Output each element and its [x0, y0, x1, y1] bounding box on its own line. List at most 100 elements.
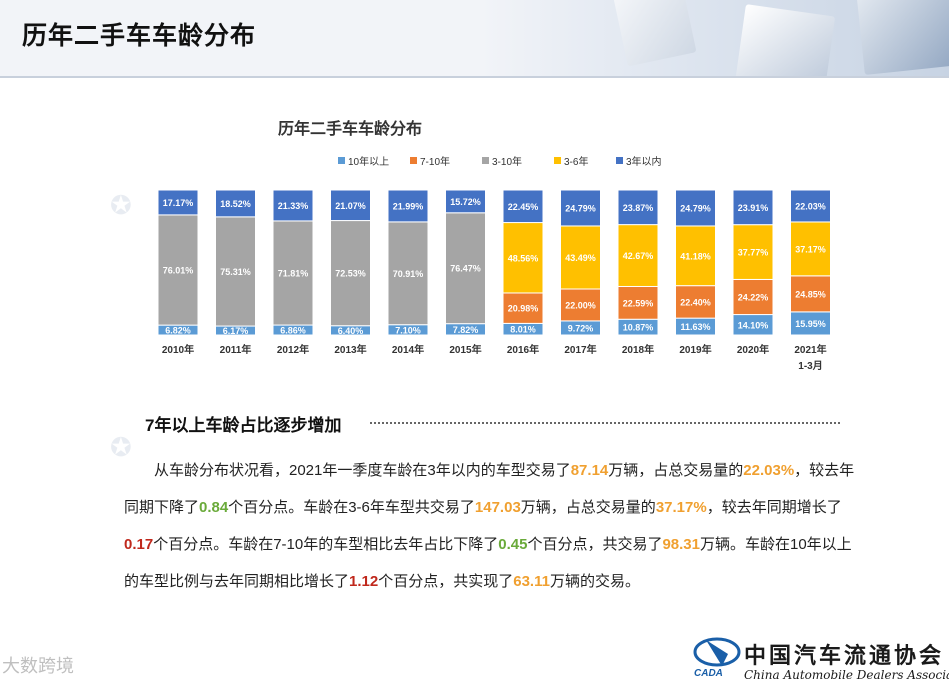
- legend-swatch: [410, 157, 417, 164]
- section-title: 7年以上车龄占比逐步增加: [145, 416, 342, 435]
- text-span: 万辆的交易。: [549, 573, 640, 590]
- x-tick-label: 2020年: [737, 343, 769, 356]
- data-label: 22.03%: [795, 201, 826, 211]
- data-label: 75.31%: [220, 267, 251, 277]
- bar-segment: [732, 278, 774, 316]
- text-span: 个百分点。车龄在7-10年的车型相比去年占比下降了: [153, 536, 499, 553]
- bar-segment: [272, 220, 314, 326]
- bar-segment: [330, 189, 371, 222]
- legend-swatch: [554, 157, 561, 164]
- data-label: 10.87%: [623, 323, 654, 333]
- data-label: 24.22%: [738, 292, 769, 302]
- data-label: 21.99%: [393, 201, 424, 211]
- value-highlight: 87.14: [570, 462, 609, 479]
- bar-segment: [272, 189, 314, 222]
- bar-segment: [157, 189, 199, 216]
- data-label: 42.67%: [623, 251, 654, 261]
- data-label: 20.98%: [508, 304, 539, 314]
- bar-segment: [387, 189, 429, 223]
- logo-chinese-name: 中国汽车流通协会: [744, 643, 945, 669]
- data-label: 21.07%: [335, 201, 366, 211]
- data-label: 6.40%: [338, 326, 364, 336]
- data-label: 37.17%: [795, 244, 826, 254]
- data-label: 70.91%: [393, 269, 424, 279]
- x-tick-label: 2019年: [679, 343, 711, 356]
- data-label: 14.10%: [738, 320, 769, 330]
- text-span: 从车龄分布状况看，2021年一季度车龄在3年以内的车型交易了: [154, 462, 571, 479]
- value-highlight: 0.45: [498, 536, 528, 553]
- bar-segment: [387, 221, 429, 326]
- decorative-cube: [855, 0, 949, 75]
- data-label: 8.01%: [510, 325, 536, 335]
- legend-swatch: [616, 157, 623, 164]
- data-label: 24.85%: [795, 289, 826, 299]
- value-highlight: 37.17%: [655, 499, 707, 516]
- bar-segment: [445, 189, 486, 214]
- bar-segment: [560, 288, 601, 322]
- data-label: 37.77%: [738, 248, 769, 258]
- text-span: 个百分点。车龄在3-6年车型共交易了: [228, 499, 475, 516]
- bar-segment: [790, 275, 831, 313]
- bar-segment: [560, 189, 601, 227]
- data-label: 7.82%: [453, 325, 479, 335]
- bar-segment: [732, 224, 774, 280]
- bar-segment: [617, 224, 659, 287]
- x-tick-label: 2015年: [449, 343, 481, 356]
- text-span: 个百分点，共实现了: [378, 573, 514, 590]
- data-label: 18.52%: [220, 199, 251, 209]
- data-label: 23.87%: [623, 203, 654, 213]
- data-label: 7.10%: [395, 325, 421, 335]
- data-label: 11.63%: [680, 322, 710, 332]
- logo-english-name: China Automobile Dealers Association: [744, 668, 949, 682]
- value-highlight: 98.31: [662, 536, 700, 553]
- stacked-bar-chart: 历年二手车车龄分布 10年以上 7-10年 3-10年 3-6年 3年以内 6.82% 76.…: [140, 110, 860, 385]
- data-label: 17.17%: [163, 198, 194, 208]
- data-label: 24.79%: [565, 203, 596, 213]
- legend-label: 3-10年: [492, 155, 522, 168]
- data-label: 22.59%: [623, 298, 654, 308]
- x-tick-label: 2013年: [334, 343, 366, 356]
- bar-segment: [215, 216, 256, 327]
- data-label: 15.95%: [795, 319, 826, 329]
- association-logo: CADA 中国汽车流通协会 China Automobile Dealers A…: [688, 630, 949, 685]
- page-title: 历年二手车车龄分布: [22, 22, 257, 50]
- data-label: 71.81%: [278, 268, 309, 278]
- bar-segment: [790, 221, 831, 277]
- bar-segment: [560, 225, 601, 290]
- data-label: 6.17%: [223, 326, 249, 336]
- logo-abbreviation: CADA: [694, 668, 723, 679]
- bar-segment: [502, 189, 544, 224]
- legend-label: 10年以上: [348, 155, 389, 168]
- data-label: 22.45%: [508, 202, 539, 212]
- text-span: 万辆，占总交易量的: [608, 462, 744, 479]
- data-label: 72.53%: [335, 269, 366, 279]
- analysis-paragraph: 从车龄分布状况看，2021年一季度车龄在3年以内的车型交易了87.14万辆，占总…: [124, 452, 864, 600]
- value-highlight: 1.12: [349, 573, 379, 590]
- data-label: 9.72%: [568, 323, 594, 333]
- watermark: ✪: [110, 190, 132, 220]
- section-divider: [370, 422, 840, 424]
- data-label: 24.79%: [680, 203, 711, 213]
- text-span: 万辆，占总交易量的: [520, 499, 656, 516]
- text-span: 万辆。车龄在10年以上的车型比例与去年同期相比增长了: [124, 536, 852, 590]
- data-label: 23.91%: [738, 203, 769, 213]
- bar-segment: [215, 189, 256, 218]
- x-tick-label: 2021年: [794, 343, 826, 356]
- legend-swatch: [338, 157, 345, 164]
- header-banner: 历年二手车车龄分布: [0, 0, 949, 76]
- chart-title: 历年二手车车龄分布: [278, 119, 422, 138]
- x-tick-label: 2012年: [277, 343, 309, 356]
- text-span: ，较去年同期下降了: [124, 462, 855, 516]
- bar-segment: [502, 292, 544, 324]
- bar-segment: [617, 189, 659, 226]
- legend-swatch: [482, 157, 489, 164]
- x-tick-label: 2014年: [392, 343, 424, 356]
- x-tick-label: 2011年: [220, 343, 252, 356]
- data-label: 22.00%: [565, 300, 596, 310]
- decorative-cube: [734, 4, 836, 76]
- data-label: 21.33%: [278, 201, 309, 211]
- header-divider: [0, 76, 949, 78]
- bar-segment: [330, 220, 371, 327]
- x-tick-label: 2018年: [622, 343, 654, 356]
- data-label: 76.47%: [450, 264, 481, 274]
